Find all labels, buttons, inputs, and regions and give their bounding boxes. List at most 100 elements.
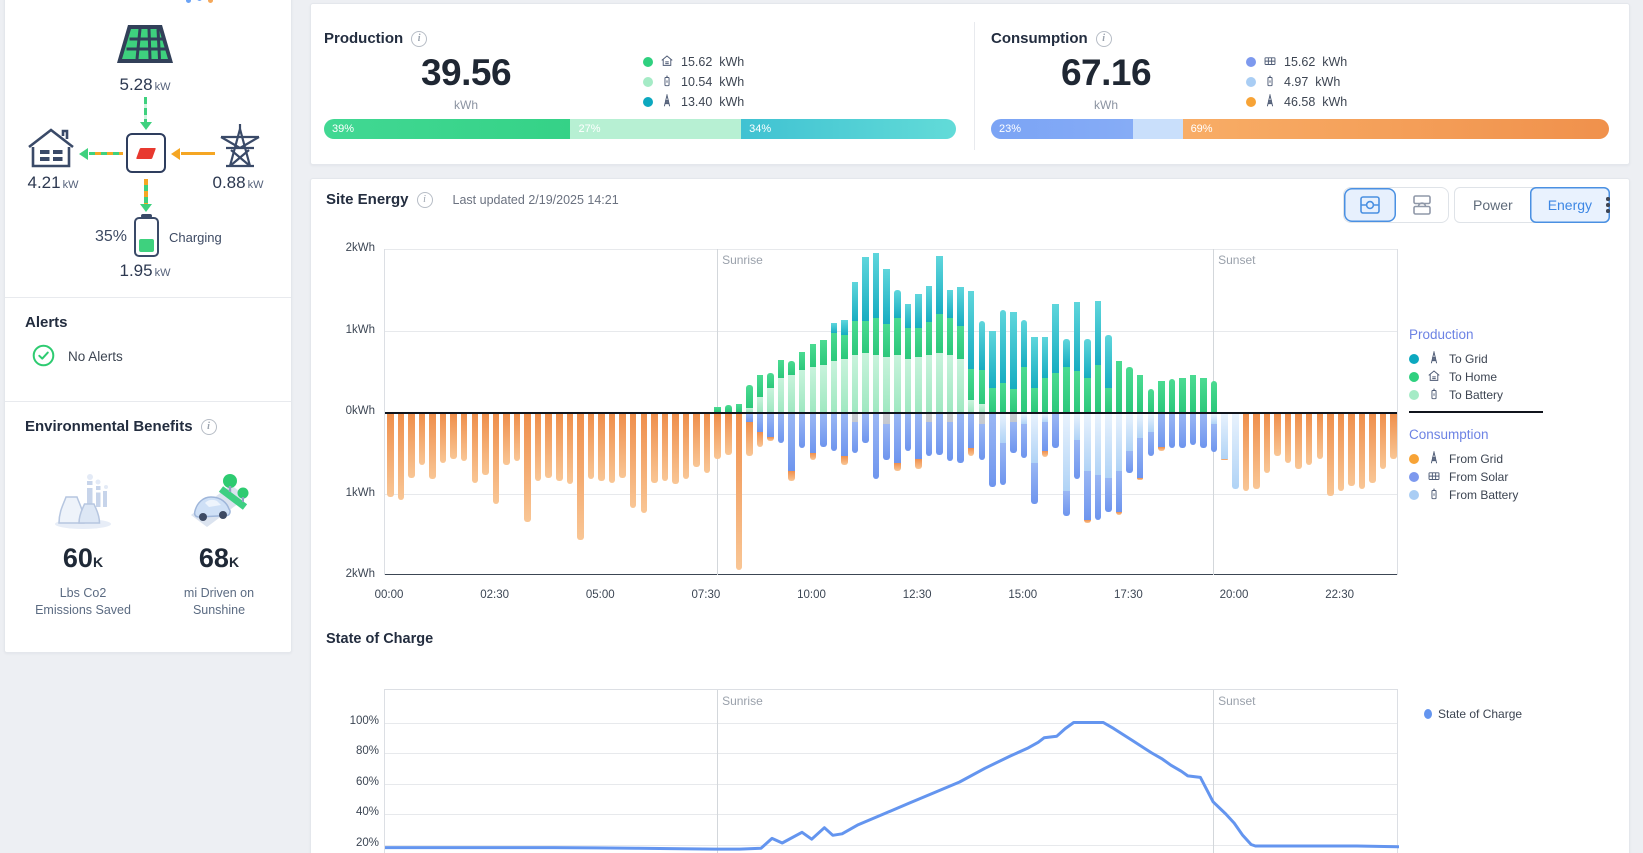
sunset-line: Sunset [1213,690,1255,853]
soc-legend-dot [1424,709,1432,719]
battery-icon [1427,487,1441,504]
energy-bar-unknown [883,414,890,424]
energy-bar-fromGrid [397,414,405,500]
x-tick-label: 02:30 [480,589,510,601]
energy-bar-fromGrid [1084,519,1091,524]
energy-bar-toGrid [936,255,943,315]
production-bar-segment: 39% [324,119,571,139]
chart-legend-item: To Home [1409,368,1559,386]
energy-bar-fromSolar [1020,423,1028,458]
energy-bar-fromSolar [957,414,964,463]
split-chart-button[interactable] [1396,188,1448,222]
energy-bar-toHome [1147,389,1154,412]
energy-bar-fromSolar [915,414,922,459]
energy-bar-toHome [1052,372,1059,412]
energy-bar-toGrid [904,303,912,329]
flow-arrow-solar-to-inverter [144,97,147,123]
energy-bar-fromBattery [1210,414,1218,424]
legend-value: 46.58 kWh [1284,95,1348,109]
energy-bar-toGrid [1031,337,1038,388]
energy-bar-fromSolar [1063,491,1070,516]
energy-bar-fromSolar [1168,414,1176,449]
consumption-legend-item: 46.58 kWh [1246,92,1347,112]
energy-bar-toHome [1179,377,1186,412]
energy-bar-fromGrid [1348,414,1355,486]
kebab-menu-icon[interactable] [1599,193,1617,217]
energy-bar-fromBattery [1136,414,1144,439]
arrow-down-icon [139,122,152,130]
legend-value: 4.97 kWh [1284,75,1341,89]
energy-bar-fromSolar [967,414,975,449]
energy-bar-toBattery [830,361,838,412]
soc-legend-label: State of Charge [1438,707,1523,721]
energy-bar-toHome [925,322,933,355]
energy-bar-fromSolar [777,414,785,443]
energy-bar-fromSolar [925,422,933,457]
energy-bar-fromGrid [1295,414,1302,470]
energy-bar-fromGrid [735,414,743,571]
energy-bar-fromGrid [1041,450,1049,458]
energy-bar-fromGrid [1158,446,1165,451]
partial-dot-icon [186,0,191,3]
soc-plot[interactable]: Sunrise Sunset [384,689,1399,853]
production-consumption-card: Production i 39.56 kWh 15.62 kWh 10.54 k… [310,3,1630,165]
energy-bar-toGrid [989,330,996,388]
energy-bar-fromSolar [946,422,954,462]
energy-bar-fromGrid [513,414,521,462]
energy-bar-toHome [851,320,859,355]
energy-bar-fromGrid [598,414,605,481]
legend-label: From Battery [1449,488,1519,502]
x-tick-label: 05:00 [585,589,615,601]
energy-bar-toGrid [851,281,859,321]
miles-driven-label: mi Driven on Sunshine [183,586,255,617]
battery-icon [1263,74,1277,91]
legend-label: From Grid [1449,452,1503,466]
energy-bar-fromBattery [1084,414,1091,472]
info-icon[interactable]: i [416,191,433,208]
energy-bar-toGrid [999,310,1007,384]
energy-bar-fromSolar [1041,422,1049,451]
power-tab[interactable]: Power [1473,197,1513,213]
soc-y-tick-label: 40% [355,806,379,818]
energy-bar-toGrid [872,253,880,319]
info-icon[interactable]: i [411,30,428,47]
energy-bar-toBattery [904,359,912,412]
tower-icon [1427,350,1441,368]
energy-bar-fromGrid [788,471,795,481]
energy-bar-toHome [756,374,764,398]
energy-bar-fromSolar [1179,414,1186,449]
energy-bar-fromSolar [936,414,943,455]
energy-bar-fromSolar [1147,431,1154,457]
energy-bar-fromSolar [841,414,848,457]
site-energy-plot[interactable]: Sunrise Sunset [384,249,1398,575]
site-energy-title: Site Energy [326,191,409,208]
energy-bar-fromGrid [1358,414,1366,489]
energy-bar-fromGrid [429,414,436,480]
legend-dot [1409,472,1419,482]
info-icon[interactable]: i [1095,30,1112,47]
energy-bar-fromSolar [798,414,806,449]
energy-bar-fromBattery [1041,414,1049,423]
home-icon [660,54,674,71]
energy-bar-fromBattery [1020,414,1028,424]
flow-arrow-inverter-to-battery [144,179,148,205]
legend-dot [1409,454,1419,464]
energy-tab[interactable]: Energy [1529,187,1611,223]
energy-bar-fromGrid [1369,414,1376,484]
power-energy-toggle: Power Energy [1454,187,1611,223]
legend-value: 15.62 kWh [681,55,745,69]
energy-bar-toBattery [798,369,806,412]
x-tick-label: 15:00 [1008,589,1038,601]
energy-bar-fromBattery [1094,414,1102,476]
info-icon[interactable]: i [200,418,217,435]
energy-bar-toHome [767,372,774,388]
energy-bar-toBattery [936,353,943,412]
soc-y-tick-label: 20% [355,836,379,849]
battery-power-value: 1.95 kW [119,261,171,280]
battery-fill-level [139,239,154,252]
consumption-title: Consumption i [991,30,1112,47]
energy-bar-unknown [978,414,985,424]
energy-bar-toHome [1010,389,1017,412]
production-legend-item: 13.40 kWh [643,92,744,112]
combined-chart-button[interactable] [1344,188,1396,222]
